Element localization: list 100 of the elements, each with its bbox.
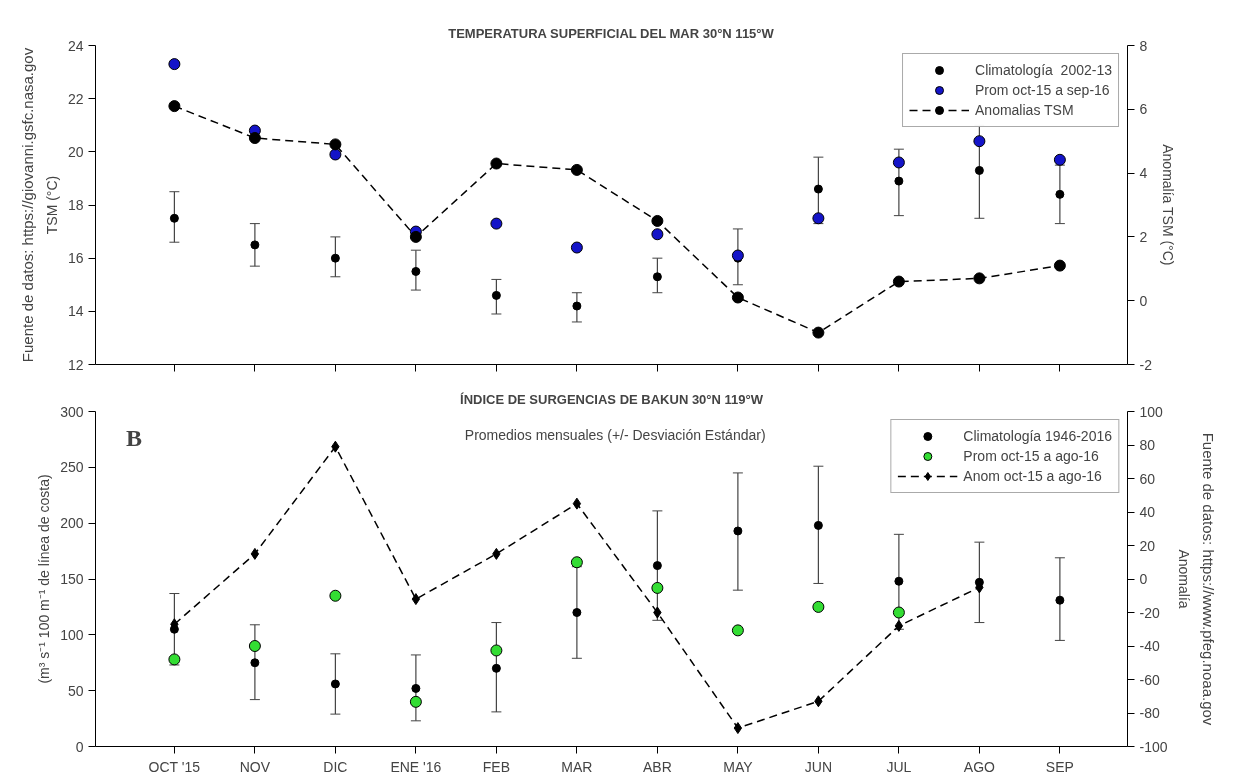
point xyxy=(812,326,825,339)
point xyxy=(651,228,664,241)
point xyxy=(731,624,744,637)
point xyxy=(250,547,260,560)
y-axis-title: TSM (°C) xyxy=(43,175,60,235)
point xyxy=(892,275,905,288)
point xyxy=(169,213,179,223)
point xyxy=(813,184,823,194)
point xyxy=(490,157,503,170)
point xyxy=(894,176,904,186)
y2-tick-label: 2 xyxy=(1139,228,1148,245)
x-tick-label: DIC xyxy=(323,758,348,775)
y2-tick-label: 6 xyxy=(1139,101,1148,118)
point xyxy=(892,156,905,169)
point xyxy=(491,290,501,300)
y2-axis-title: Anomalía TSM (°C) xyxy=(1159,144,1176,266)
point xyxy=(1053,153,1066,166)
y2-tick-label: 4 xyxy=(1139,165,1148,182)
point xyxy=(812,212,825,225)
point xyxy=(1055,189,1065,199)
y2-tick-label: -20 xyxy=(1139,604,1160,621)
source-note: Fuente de datos: https://www.pfeg.noaa.gov xyxy=(1199,432,1217,726)
x-tick-label: AGO xyxy=(963,758,996,775)
point xyxy=(409,695,422,708)
chart-title: TEMPERATURA SUPERFICIAL DEL MAR 30°N 115°W xyxy=(448,25,775,41)
x-tick-label: ABR xyxy=(642,758,672,775)
y2-tick-label: 0 xyxy=(1139,292,1148,309)
y-tick-label: 300 xyxy=(60,403,84,420)
point xyxy=(329,138,342,151)
y2-tick-label: -60 xyxy=(1139,671,1160,688)
x-tick-label: NOV xyxy=(239,758,271,775)
y-tick-label: 50 xyxy=(67,682,84,699)
y2-tick-label: -2 xyxy=(1139,356,1153,373)
text: Promedios mensuales (+/- Desviación Estándar) xyxy=(464,426,766,443)
point xyxy=(409,230,422,243)
point xyxy=(733,722,743,735)
point xyxy=(572,608,582,617)
y-tick-label: 24 xyxy=(67,37,84,54)
point xyxy=(250,658,260,668)
y-tick-label: 0 xyxy=(75,738,84,755)
point xyxy=(973,272,986,285)
point xyxy=(652,561,662,571)
point xyxy=(812,600,825,613)
point xyxy=(973,135,986,148)
point xyxy=(570,163,583,176)
point xyxy=(411,683,421,693)
y-tick-label: 12 xyxy=(67,356,84,373)
point xyxy=(974,165,984,175)
point xyxy=(651,581,664,594)
legend-label: Climatología 2002-13 xyxy=(975,62,1112,78)
point xyxy=(1055,595,1065,605)
point xyxy=(652,272,662,282)
y2-tick-label: 20 xyxy=(1139,537,1156,554)
point xyxy=(570,556,583,569)
y-tick-label: 20 xyxy=(67,143,84,160)
y2-tick-label: 100 xyxy=(1139,403,1164,420)
point xyxy=(572,497,582,510)
x-tick-label: OCT '15 xyxy=(148,758,201,775)
point xyxy=(248,640,261,652)
annotation: B xyxy=(126,425,143,452)
point xyxy=(894,619,904,632)
point xyxy=(813,520,823,530)
point xyxy=(330,253,340,263)
y-tick-label: 18 xyxy=(67,197,84,213)
point xyxy=(329,589,342,602)
y2-tick-label: -80 xyxy=(1139,705,1160,721)
y-tick-label: 22 xyxy=(67,90,84,107)
y-tick-label: 14 xyxy=(67,303,84,320)
point xyxy=(248,132,261,144)
y2-tick-label: 60 xyxy=(1139,470,1156,487)
legend-label: Prom oct-15 a sep-16 xyxy=(975,82,1110,98)
point xyxy=(731,249,744,262)
y-tick-label: 250 xyxy=(60,459,84,476)
y-axis-title: (m³ s⁻¹ 100 m⁻¹ de línea de costa) xyxy=(36,474,53,684)
point xyxy=(1053,259,1066,272)
y2-tick-label: 0 xyxy=(1139,571,1148,587)
point xyxy=(491,663,501,673)
x-tick-label: FEB xyxy=(482,758,511,775)
legend-label: Anom oct-15 a ago-16 xyxy=(963,468,1102,484)
x-tick-label: ENE '16 xyxy=(390,758,442,775)
legend-label: Anomalias TSM xyxy=(975,102,1074,118)
point xyxy=(572,301,582,311)
point xyxy=(490,217,503,230)
y2-tick-label: 40 xyxy=(1139,504,1156,520)
x-tick-label: SEP xyxy=(1045,758,1074,775)
point xyxy=(330,679,340,689)
source-note: Fuente de datos: https://giovanni.gsfc.nasa.gov xyxy=(18,47,36,363)
point xyxy=(490,644,503,657)
y2-tick-label: -100 xyxy=(1139,738,1168,755)
y-tick-label: 100 xyxy=(60,626,84,643)
y-tick-label: 200 xyxy=(60,515,84,532)
point xyxy=(892,606,905,619)
x-tick-label: MAY xyxy=(723,758,754,775)
legend-label: Climatología 1946-2016 xyxy=(963,428,1112,444)
point xyxy=(733,526,743,536)
y-tick-label: 150 xyxy=(60,571,84,587)
legend-label: Prom oct-15 a ago-16 xyxy=(963,448,1099,464)
x-tick-label: JUN xyxy=(804,758,833,775)
point xyxy=(411,266,421,276)
point xyxy=(168,100,181,113)
